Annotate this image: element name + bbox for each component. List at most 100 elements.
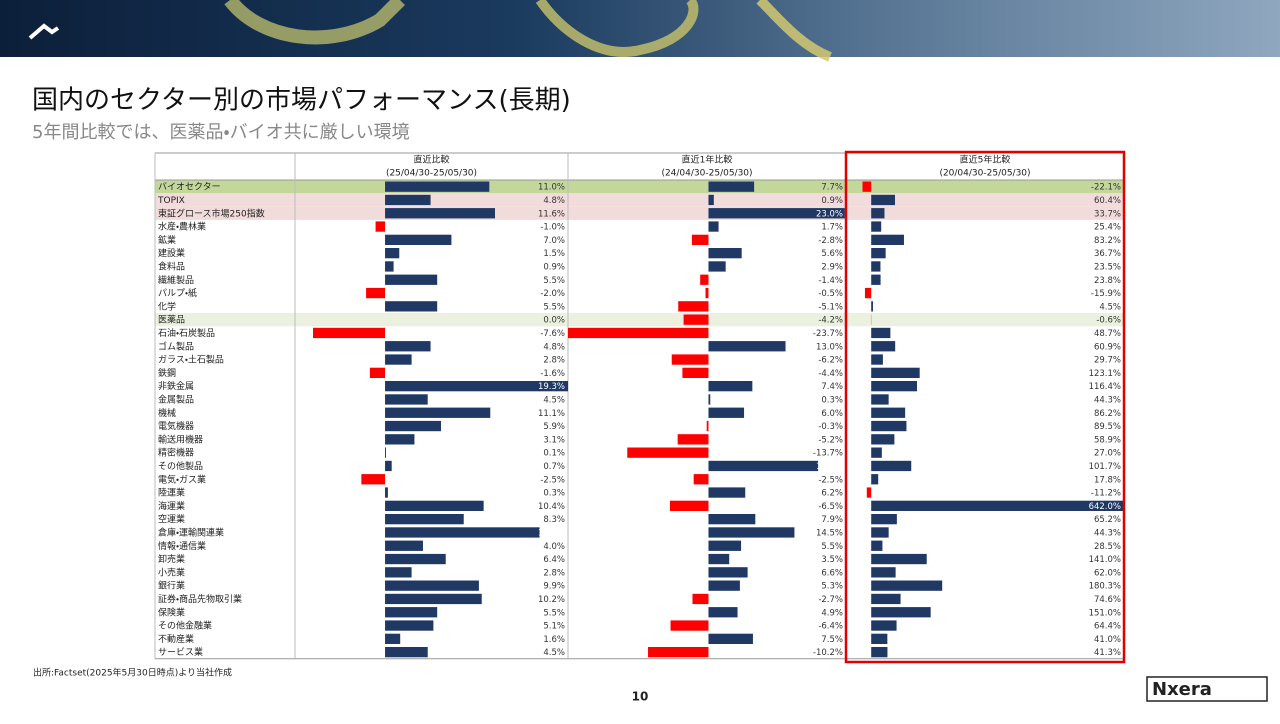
bar [385, 567, 412, 577]
value-label: 6.4% [543, 555, 565, 565]
value-label: 5.5% [821, 542, 843, 552]
bar [871, 581, 942, 591]
value-label: 41.3% [1094, 648, 1121, 658]
bar [385, 581, 479, 591]
value-label: 11.1% [538, 409, 565, 419]
value-label: 5.5% [543, 608, 565, 618]
bar [385, 634, 400, 644]
value-label: 25.4% [1094, 223, 1121, 233]
bar [385, 501, 484, 511]
row-label: 化学 [158, 300, 176, 312]
bar [708, 581, 739, 591]
value-label: 13.0% [816, 342, 843, 352]
value-label: 23.0% [816, 209, 843, 219]
row-label: パルプ・紙 [158, 287, 197, 299]
value-label: 0.9% [821, 196, 843, 206]
column-header: 直近1年比較 [682, 154, 733, 166]
bar [385, 341, 431, 351]
bar [708, 182, 754, 192]
bar [871, 195, 895, 205]
bar [708, 248, 741, 258]
value-label: 101.7% [1089, 462, 1121, 472]
bar [385, 195, 431, 205]
row-label: 精密機器 [158, 447, 194, 459]
bar [871, 607, 930, 617]
bar [871, 394, 888, 404]
value-label: -15.9% [1091, 289, 1121, 299]
bar [708, 381, 752, 391]
value-label: 6.2% [821, 489, 843, 499]
value-label: 58.9% [1094, 435, 1121, 445]
value-label: 14.5% [816, 528, 843, 538]
bar [385, 421, 441, 431]
value-label: 17.8% [1094, 475, 1121, 485]
bar [708, 607, 737, 617]
value-label: 10.2% [538, 595, 565, 605]
row-label: 証券・商品先物取引業 [158, 593, 242, 605]
row-label: 電気・ガス業 [158, 473, 206, 485]
value-label: 642.0% [1089, 502, 1121, 512]
bar [385, 235, 451, 245]
value-label: 44.3% [1094, 395, 1121, 405]
row-label: 建設業 [158, 247, 185, 259]
value-label: -1.0% [540, 223, 565, 233]
value-label: 8.3% [543, 515, 565, 525]
bar [385, 620, 433, 630]
value-label: -1.6% [540, 369, 565, 379]
value-label: -2.5% [540, 475, 565, 485]
bar [871, 434, 894, 444]
bar [708, 634, 752, 644]
value-label: 180.3% [1089, 582, 1121, 592]
value-label: 4.0% [543, 542, 565, 552]
value-label: 27.0% [1094, 449, 1121, 459]
bar [708, 554, 729, 564]
bar [678, 434, 709, 444]
bar [385, 527, 540, 537]
value-label: 7.9% [821, 515, 843, 525]
row-label: 卸売業 [158, 553, 185, 565]
value-label: 5.6% [821, 249, 843, 259]
row-label: 機械 [158, 407, 176, 419]
value-label: 48.7% [1094, 329, 1121, 339]
value-label: -22.1% [1091, 183, 1121, 193]
value-label: 4.5% [543, 395, 565, 405]
row-label: 空運業 [158, 513, 185, 525]
row-label: 海運業 [158, 500, 185, 512]
bar [313, 328, 385, 338]
bar [385, 554, 446, 564]
row-label: 医薬品 [158, 314, 185, 326]
column-period: (25/04/30-25/05/30) [386, 169, 477, 179]
bar [385, 275, 437, 285]
bar [871, 567, 895, 577]
row-highlight [155, 313, 1124, 326]
value-label: -2.8% [818, 236, 843, 246]
value-label: -5.2% [818, 435, 843, 445]
value-label: 1.6% [543, 635, 565, 645]
bar [871, 461, 911, 471]
row-highlight [155, 180, 1124, 193]
bar [871, 235, 904, 245]
bar [385, 394, 428, 404]
row-label: その他製品 [158, 460, 203, 472]
value-label: -10.2% [813, 648, 843, 658]
bar [871, 634, 887, 644]
value-label: -4.2% [818, 316, 843, 326]
value-label: 6.6% [821, 568, 843, 578]
value-label: 141.0% [1089, 555, 1121, 565]
row-label: 非鉄金属 [158, 380, 194, 392]
bar [871, 501, 1124, 511]
bar [682, 368, 708, 378]
bar [694, 474, 709, 484]
value-label: 2.8% [543, 356, 565, 366]
value-label: 89.5% [1094, 422, 1121, 432]
value-label: 23.5% [1094, 262, 1121, 272]
bar [385, 448, 386, 458]
value-label: 11.0% [538, 183, 565, 193]
value-label: 4.8% [543, 196, 565, 206]
value-label: 86.2% [1094, 409, 1121, 419]
bar [867, 487, 871, 497]
row-label: TOPIX [157, 196, 185, 206]
row-label: サービス業 [158, 646, 203, 658]
bar [871, 408, 905, 418]
bar [708, 408, 744, 418]
